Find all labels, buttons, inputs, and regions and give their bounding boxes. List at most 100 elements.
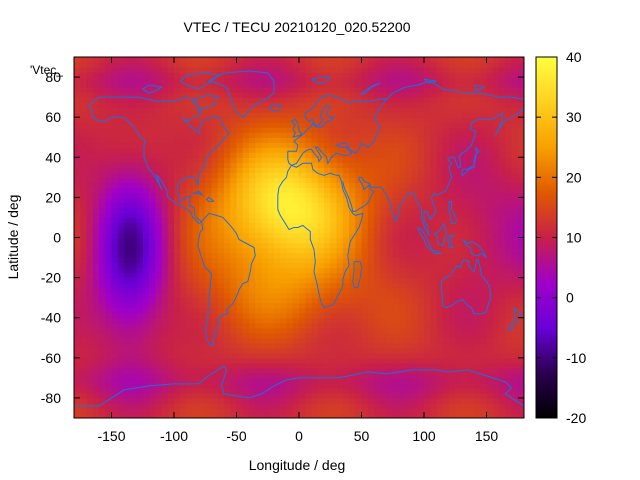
heatmap-cell <box>392 287 400 294</box>
heatmap-cell <box>386 342 394 349</box>
heatmap-cell <box>136 277 144 284</box>
heatmap-cell <box>305 267 313 274</box>
heatmap-cell <box>142 247 150 254</box>
heatmap-cell <box>436 307 444 314</box>
heatmap-cell <box>355 247 363 254</box>
heatmap-cell <box>105 332 113 339</box>
heatmap-cell <box>155 142 163 148</box>
heatmap-cell <box>399 192 406 198</box>
heatmap-cell <box>236 362 244 369</box>
heatmap-cell <box>324 127 331 133</box>
heatmap-cell <box>255 337 263 344</box>
heatmap-cell <box>255 397 263 404</box>
heatmap-cell <box>174 212 181 219</box>
heatmap-cell <box>186 297 194 304</box>
heatmap-cell <box>124 382 131 389</box>
heatmap-cell <box>249 187 256 193</box>
heatmap-cell <box>174 342 181 349</box>
heatmap-cell <box>174 197 181 203</box>
heatmap-cell <box>249 367 256 374</box>
heatmap-cell <box>355 122 363 128</box>
heatmap-cell <box>124 342 131 349</box>
heatmap-cell <box>455 352 463 359</box>
heatmap-cell <box>249 247 256 254</box>
heatmap-cell <box>249 252 256 259</box>
heatmap-cell <box>342 322 350 329</box>
heatmap-cell <box>461 72 469 78</box>
heatmap-cell <box>149 222 156 229</box>
heatmap-cell <box>142 132 150 138</box>
heatmap-cell <box>486 402 494 409</box>
heatmap-cell <box>374 272 381 279</box>
heatmap-cell <box>280 272 288 279</box>
heatmap-cell <box>242 357 250 364</box>
heatmap-cell <box>492 217 500 224</box>
heatmap-cell <box>449 307 456 314</box>
heatmap-cell <box>330 322 338 329</box>
heatmap-cell <box>99 92 106 98</box>
heatmap-cell <box>330 82 338 88</box>
heatmap-cell <box>392 107 400 113</box>
heatmap-cell <box>224 257 231 264</box>
heatmap-cell <box>186 137 194 143</box>
heatmap-cell <box>361 357 369 364</box>
heatmap-cell <box>86 167 94 173</box>
heatmap-cell <box>161 252 169 259</box>
heatmap-cell <box>342 102 350 108</box>
heatmap-cell <box>286 152 294 158</box>
heatmap-cell <box>305 412 313 418</box>
heatmap-cell <box>174 102 181 108</box>
heatmap-cell <box>280 137 288 143</box>
heatmap-cell <box>417 92 425 98</box>
heatmap-cell <box>130 247 138 254</box>
heatmap-cell <box>305 72 313 78</box>
heatmap-cell <box>430 132 438 138</box>
heatmap-cell <box>292 142 300 148</box>
heatmap-cell <box>286 377 294 384</box>
heatmap-cell <box>249 117 256 123</box>
heatmap-cell <box>180 287 188 294</box>
heatmap-cell <box>461 202 469 209</box>
heatmap-cell <box>424 227 431 234</box>
heatmap-cell <box>274 237 281 244</box>
heatmap-cell <box>461 182 469 188</box>
heatmap-cell <box>367 367 375 374</box>
heatmap-cell <box>317 152 325 158</box>
heatmap-cell <box>424 177 431 183</box>
heatmap-cell <box>467 167 475 173</box>
heatmap-cell <box>224 362 231 369</box>
heatmap-cell <box>167 317 175 324</box>
heatmap-cell <box>361 262 369 269</box>
heatmap-cell <box>267 347 275 354</box>
heatmap-cell <box>436 182 444 188</box>
heatmap-cell <box>261 277 269 284</box>
heatmap-cell <box>380 337 388 344</box>
heatmap-cell <box>317 252 325 259</box>
heatmap-cell <box>342 172 350 178</box>
heatmap-cell <box>486 242 494 249</box>
heatmap-cell <box>455 407 463 414</box>
heatmap-cell <box>149 257 156 264</box>
heatmap-cell <box>105 222 113 229</box>
heatmap-cell <box>317 387 325 394</box>
heatmap-cell <box>480 337 488 344</box>
heatmap-cell <box>355 312 363 319</box>
heatmap-cell <box>424 327 431 334</box>
heatmap-cell <box>186 217 194 224</box>
heatmap-cell <box>511 322 519 329</box>
heatmap-cell <box>174 147 181 153</box>
heatmap-cell <box>517 192 524 198</box>
heatmap-cell <box>249 372 256 379</box>
heatmap-cell <box>505 147 513 153</box>
heatmap-cell <box>461 387 469 394</box>
heatmap-cell <box>386 322 394 329</box>
heatmap-cell <box>436 397 444 404</box>
heatmap-cell <box>230 272 238 279</box>
heatmap-cell <box>142 77 150 83</box>
heatmap-cell <box>467 252 475 259</box>
heatmap-cell <box>130 227 138 234</box>
heatmap-cell <box>142 332 150 339</box>
heatmap-cell <box>117 182 125 188</box>
heatmap-cell <box>217 272 225 279</box>
heatmap-cell <box>399 157 406 163</box>
